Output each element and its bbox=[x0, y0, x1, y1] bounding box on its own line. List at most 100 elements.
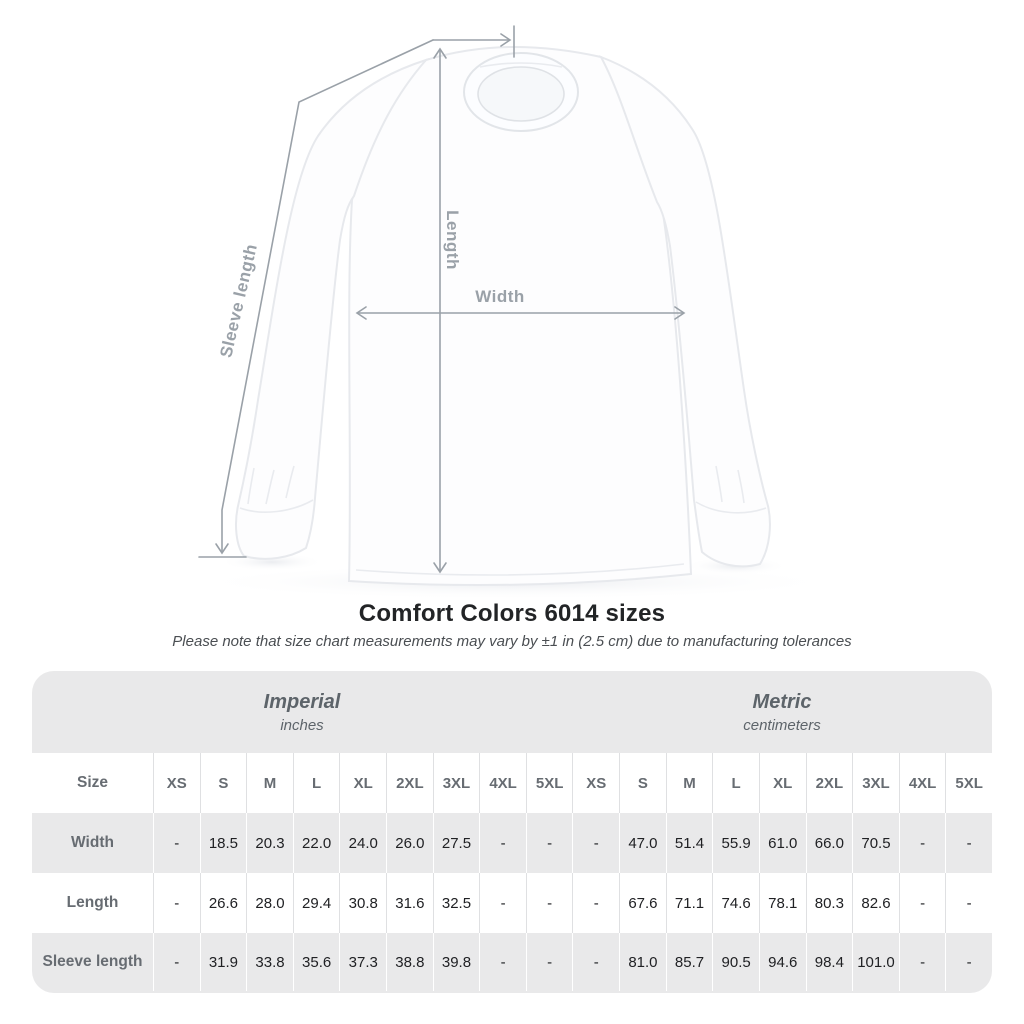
width-cell: 26.0 bbox=[386, 813, 433, 873]
length-cell: - bbox=[479, 873, 526, 933]
length-arrowhead-top bbox=[433, 47, 447, 59]
length-row: Length - 26.6 28.0 29.4 30.8 31.6 32.5 -… bbox=[32, 873, 992, 933]
imperial-unit: inches bbox=[280, 716, 324, 734]
size-header-metric-m: M bbox=[665, 753, 713, 813]
size-header-metric-s: S bbox=[619, 753, 666, 813]
sleeve-cell: 94.6 bbox=[758, 933, 806, 991]
length-cell: - bbox=[572, 873, 619, 933]
size-header-imperial-5xl: 5XL bbox=[525, 753, 573, 813]
width-cell: - bbox=[945, 813, 992, 873]
width-cell: 70.5 bbox=[852, 813, 899, 873]
shirt-illustration bbox=[185, 45, 845, 600]
length-cell: - bbox=[525, 873, 573, 933]
width-cell: 47.0 bbox=[619, 813, 666, 873]
length-cell: 29.4 bbox=[292, 873, 340, 933]
size-header-metric-2xl: 2XL bbox=[805, 753, 853, 813]
length-arrowhead-bottom bbox=[433, 562, 447, 574]
width-cell: 20.3 bbox=[246, 813, 293, 873]
sleeve-cell: - bbox=[572, 933, 619, 991]
size-header-imperial-s: S bbox=[199, 753, 247, 813]
length-cell: 74.6 bbox=[712, 873, 759, 933]
sleeve-cell: - bbox=[479, 933, 526, 991]
metric-group-header: Metric centimeters bbox=[572, 671, 992, 753]
size-header-imperial-3xl: 3XL bbox=[432, 753, 480, 813]
size-header-imperial-xl: XL bbox=[339, 753, 386, 813]
width-cell: - bbox=[525, 813, 573, 873]
sleeve-cell: - bbox=[525, 933, 573, 991]
length-cell: - bbox=[898, 873, 946, 933]
right-cuff-gathers bbox=[715, 465, 745, 504]
sleeve-cell: 35.6 bbox=[292, 933, 340, 991]
length-cell: 67.6 bbox=[619, 873, 666, 933]
size-header-imperial-4xl: 4XL bbox=[479, 753, 526, 813]
width-cell: 66.0 bbox=[805, 813, 853, 873]
length-cell: 80.3 bbox=[805, 873, 853, 933]
width-cell: - bbox=[479, 813, 526, 873]
size-header-metric-xs: XS bbox=[572, 753, 619, 813]
width-arrowhead-left bbox=[355, 306, 367, 320]
guide-arrowhead bbox=[500, 33, 512, 47]
width-cell: - bbox=[153, 813, 200, 873]
size-column-header: Size bbox=[76, 774, 108, 791]
width-cell: 27.5 bbox=[432, 813, 480, 873]
row-label: Length bbox=[66, 894, 119, 911]
size-header-imperial-xs: XS bbox=[153, 753, 200, 813]
sleeve-cell: - bbox=[153, 933, 200, 991]
length-cell: 82.6 bbox=[852, 873, 899, 933]
length-cell: 71.1 bbox=[665, 873, 713, 933]
length-cell: 28.0 bbox=[246, 873, 293, 933]
width-cell: 18.5 bbox=[199, 813, 247, 873]
row-label: Sleeve length bbox=[42, 953, 143, 970]
right-cuff-seam bbox=[695, 501, 767, 514]
length-cell: - bbox=[153, 873, 200, 933]
width-cell: 61.0 bbox=[758, 813, 806, 873]
width-cell: - bbox=[898, 813, 946, 873]
collar-inner bbox=[477, 66, 565, 122]
sleeve-cell: 38.8 bbox=[386, 933, 433, 991]
left-cuff-gathers bbox=[247, 465, 295, 505]
back-neck-seam bbox=[479, 62, 563, 68]
imperial-label: Imperial bbox=[263, 690, 341, 713]
length-cell: 31.6 bbox=[386, 873, 433, 933]
metric-unit: centimeters bbox=[743, 716, 821, 734]
sleeve-cell: - bbox=[945, 933, 992, 991]
metric-label: Metric bbox=[752, 690, 812, 713]
sleeve-cell: 33.8 bbox=[246, 933, 293, 991]
imperial-group-header: Imperial inches bbox=[32, 671, 572, 753]
size-header-imperial-m: M bbox=[246, 753, 293, 813]
sleeve-cell: 85.7 bbox=[665, 933, 713, 991]
sleeve-length-row: Sleeve length - 31.9 33.8 35.6 37.3 38.8… bbox=[32, 933, 992, 991]
sleeve-cell: 90.5 bbox=[712, 933, 759, 991]
sleeve-cell: 98.4 bbox=[805, 933, 853, 991]
length-cell: - bbox=[945, 873, 992, 933]
sleeve-cell: 39.8 bbox=[432, 933, 480, 991]
width-cell: 22.0 bbox=[292, 813, 340, 873]
left-cuff-seam bbox=[239, 499, 314, 513]
size-header-metric-4xl: 4XL bbox=[898, 753, 946, 813]
size-header-imperial-l: L bbox=[292, 753, 340, 813]
shirt-body bbox=[347, 45, 693, 587]
sleeve-cell: 101.0 bbox=[852, 933, 899, 991]
width-row: Width - 18.5 20.3 22.0 24.0 26.0 27.5 - … bbox=[32, 813, 992, 873]
width-label: Width bbox=[475, 287, 525, 306]
size-header-metric-3xl: 3XL bbox=[852, 753, 899, 813]
sleeve-length-arrow bbox=[221, 39, 434, 553]
unit-group-headers: Imperial inches Metric centimeters bbox=[32, 671, 992, 753]
sleeve-arrowhead bbox=[215, 543, 229, 555]
length-cell: 78.1 bbox=[758, 873, 806, 933]
size-header-metric-xl: XL bbox=[758, 753, 806, 813]
width-cell: - bbox=[572, 813, 619, 873]
length-cell: 32.5 bbox=[432, 873, 480, 933]
sleeve-cell: 81.0 bbox=[619, 933, 666, 991]
length-label: Length bbox=[443, 210, 462, 270]
length-cell: 26.6 bbox=[199, 873, 247, 933]
shirt-diagram: Width Length Sleeve length bbox=[185, 25, 845, 600]
shirt-left-sleeve bbox=[235, 57, 430, 560]
tolerance-note: Please note that size chart measurements… bbox=[172, 633, 852, 650]
width-arrowhead-right bbox=[674, 306, 686, 320]
length-cell: 30.8 bbox=[339, 873, 386, 933]
width-cell: 55.9 bbox=[712, 813, 759, 873]
row-label: Width bbox=[71, 834, 114, 851]
sleeve-cell: 31.9 bbox=[199, 933, 247, 991]
